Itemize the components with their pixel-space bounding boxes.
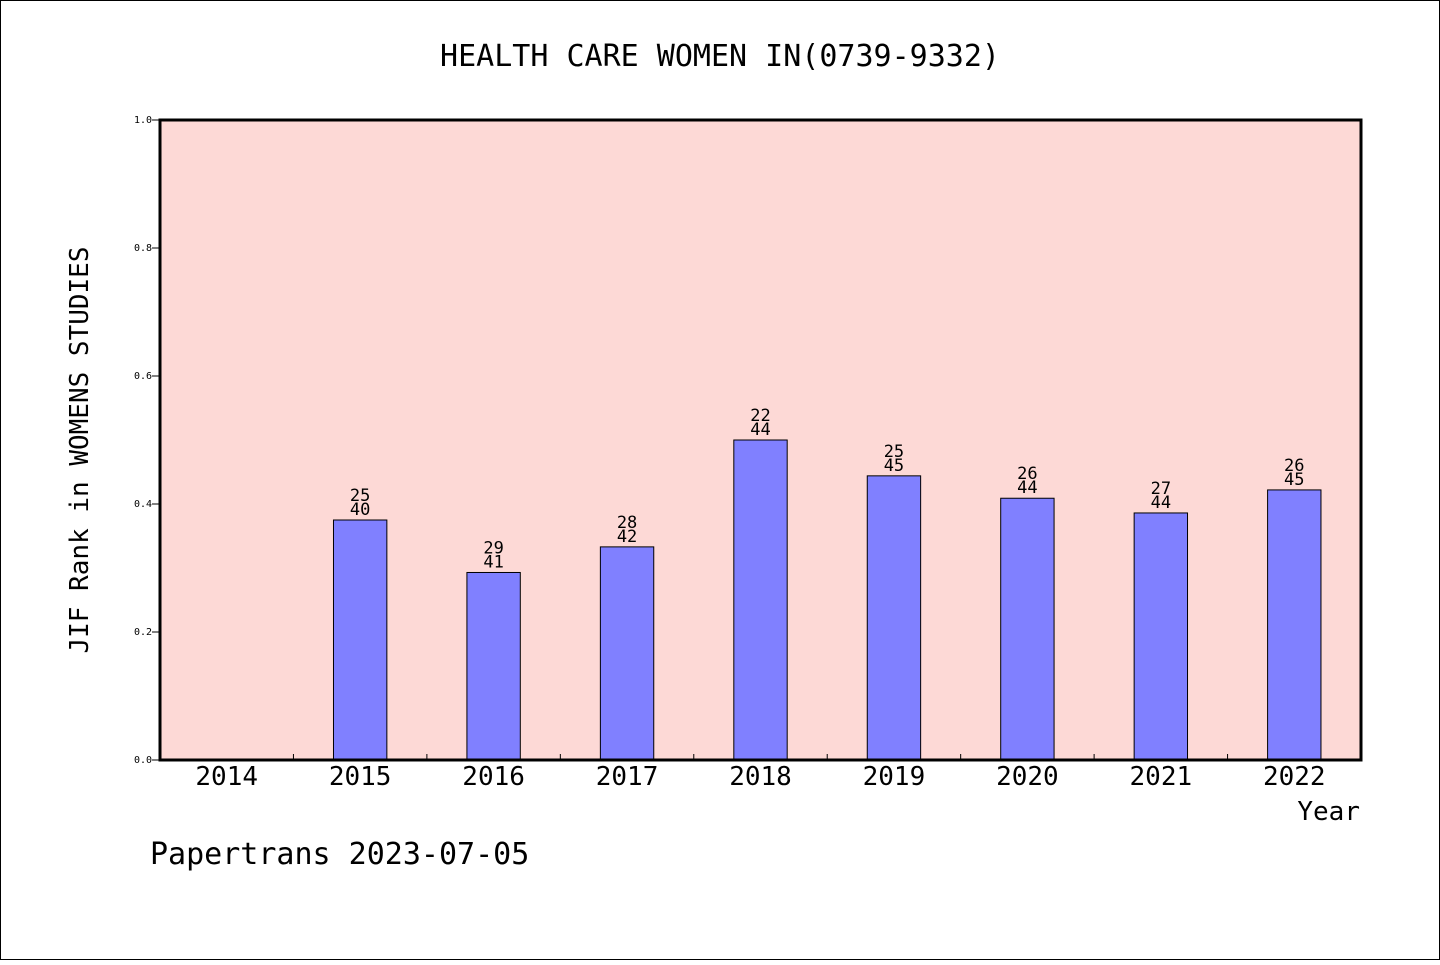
x-axis-label: Year <box>1297 797 1360 827</box>
bar-2017 <box>599 546 655 761</box>
x-tick-label-2014: 2014 <box>195 762 258 792</box>
y-tick-label-4: 0.8 <box>134 243 152 254</box>
bar-label-total-2020: 44 <box>1017 478 1037 498</box>
ticks-layer: 2014 2015 2016 2017 2018 2019 2020 2021 2022 0.0 0… <box>134 115 1326 792</box>
bar-label-total-2015: 40 <box>350 500 370 520</box>
bar-2019 <box>866 475 922 761</box>
bar-2018 <box>733 439 788 761</box>
bar-2016 <box>466 571 521 761</box>
x-tick-label-2015: 2015 <box>329 762 392 792</box>
chart-title: HEALTH CARE WOMEN IN(0739-9332) <box>440 39 1000 74</box>
y-tick-label-2: 0.4 <box>134 499 152 510</box>
bar-label-rank-2022: 26 <box>1284 456 1304 476</box>
bar-label-total-2022: 45 <box>1284 470 1304 490</box>
bar-label-total-2021: 44 <box>1151 493 1171 513</box>
bar-label-rank-2018: 22 <box>750 406 770 426</box>
bar-2022 <box>1267 489 1322 761</box>
x-tick-label-2017: 2017 <box>596 762 659 792</box>
bar-label-total-2016: 41 <box>483 552 503 572</box>
y-tick-label-1: 0.2 <box>134 627 152 638</box>
bar-label-rank-2015: 25 <box>350 486 370 506</box>
x-tick-label-2022: 2022 <box>1263 762 1326 792</box>
bar-label-rank-2021: 27 <box>1151 479 1171 499</box>
bar-label-rank-2017: 28 <box>617 513 637 533</box>
x-tick-label-2018: 2018 <box>729 762 792 792</box>
x-tick-label-2020: 2020 <box>996 762 1059 792</box>
plot-frame <box>158 118 1363 762</box>
bar-label-rank-2020: 26 <box>1017 464 1037 484</box>
bar-label-rank-2019: 25 <box>884 442 904 462</box>
y-tick-label-5: 1.0 <box>134 115 152 126</box>
y-tick-label-3: 0.6 <box>134 371 152 382</box>
y-axis-label: JIF Rank in WOMENS STUDIES <box>65 247 95 654</box>
x-tick-label-2016: 2016 <box>462 762 525 792</box>
footer-text: Papertrans 2023-07-05 <box>150 837 529 872</box>
y-tick-label-0: 0.0 <box>134 755 152 766</box>
x-tick-label-2021: 2021 <box>1130 762 1193 792</box>
x-tick-label-2019: 2019 <box>863 762 926 792</box>
bar-2021 <box>1133 512 1189 761</box>
bar-2020 <box>1000 497 1055 761</box>
bar-label-total-2017: 42 <box>617 527 637 547</box>
bar-label-rank-2016: 29 <box>483 538 503 558</box>
bar-label-total-2018: 44 <box>750 420 770 440</box>
bar-label-total-2019: 45 <box>884 456 904 476</box>
bar-2015 <box>332 519 388 761</box>
